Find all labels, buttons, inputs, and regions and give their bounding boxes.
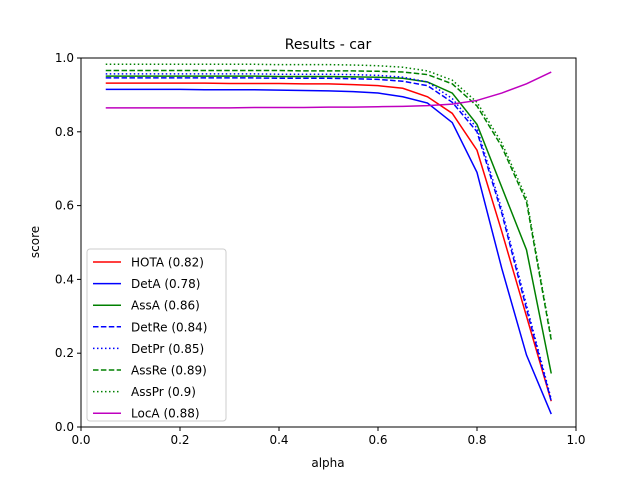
legend-label: DetPr (0.85) [131, 342, 204, 356]
y-tick-label: 0.2 [55, 346, 74, 360]
legend-label: DetRe (0.84) [131, 320, 207, 334]
legend-label: LocA (0.88) [131, 407, 200, 421]
y-tick-label: 0.0 [55, 420, 74, 434]
y-tick-label: 0.4 [55, 272, 74, 286]
x-axis-label: alpha [311, 456, 344, 470]
series-line-hota [105, 82, 552, 402]
y-axis-label: score [28, 226, 42, 258]
legend-label: HOTA (0.82) [131, 256, 204, 270]
x-tick-label: 0.8 [467, 433, 486, 447]
series-line-assre [105, 69, 552, 341]
legend: HOTA (0.82) DetA (0.78) AssA (0.86) DetRe (… [86, 248, 227, 422]
plot-frame [80, 57, 577, 428]
legend-box [86, 248, 227, 422]
series-line-deta [105, 88, 552, 415]
series-line-assa [105, 75, 552, 374]
legend-label: AssPr (0.9) [131, 385, 196, 399]
chart-title: Results - car [285, 37, 372, 53]
series-line-loca [105, 71, 552, 109]
x-tick-label: 1.0 [566, 433, 585, 447]
x-tick-label: 0.2 [170, 433, 189, 447]
x-tick-label: 0.6 [368, 433, 387, 447]
series-line-detre [105, 77, 552, 402]
legend-label: AssRe (0.89) [131, 364, 207, 378]
y-tick-label: 1.0 [55, 51, 74, 65]
y-tick-label: 0.6 [55, 199, 74, 213]
y-tick-label: 0.8 [55, 125, 74, 139]
legend-label: AssA (0.86) [131, 299, 200, 313]
legend-label: DetA (0.78) [131, 277, 200, 291]
x-tick-label: 0.0 [71, 433, 90, 447]
x-tick-label: 0.4 [269, 433, 288, 447]
